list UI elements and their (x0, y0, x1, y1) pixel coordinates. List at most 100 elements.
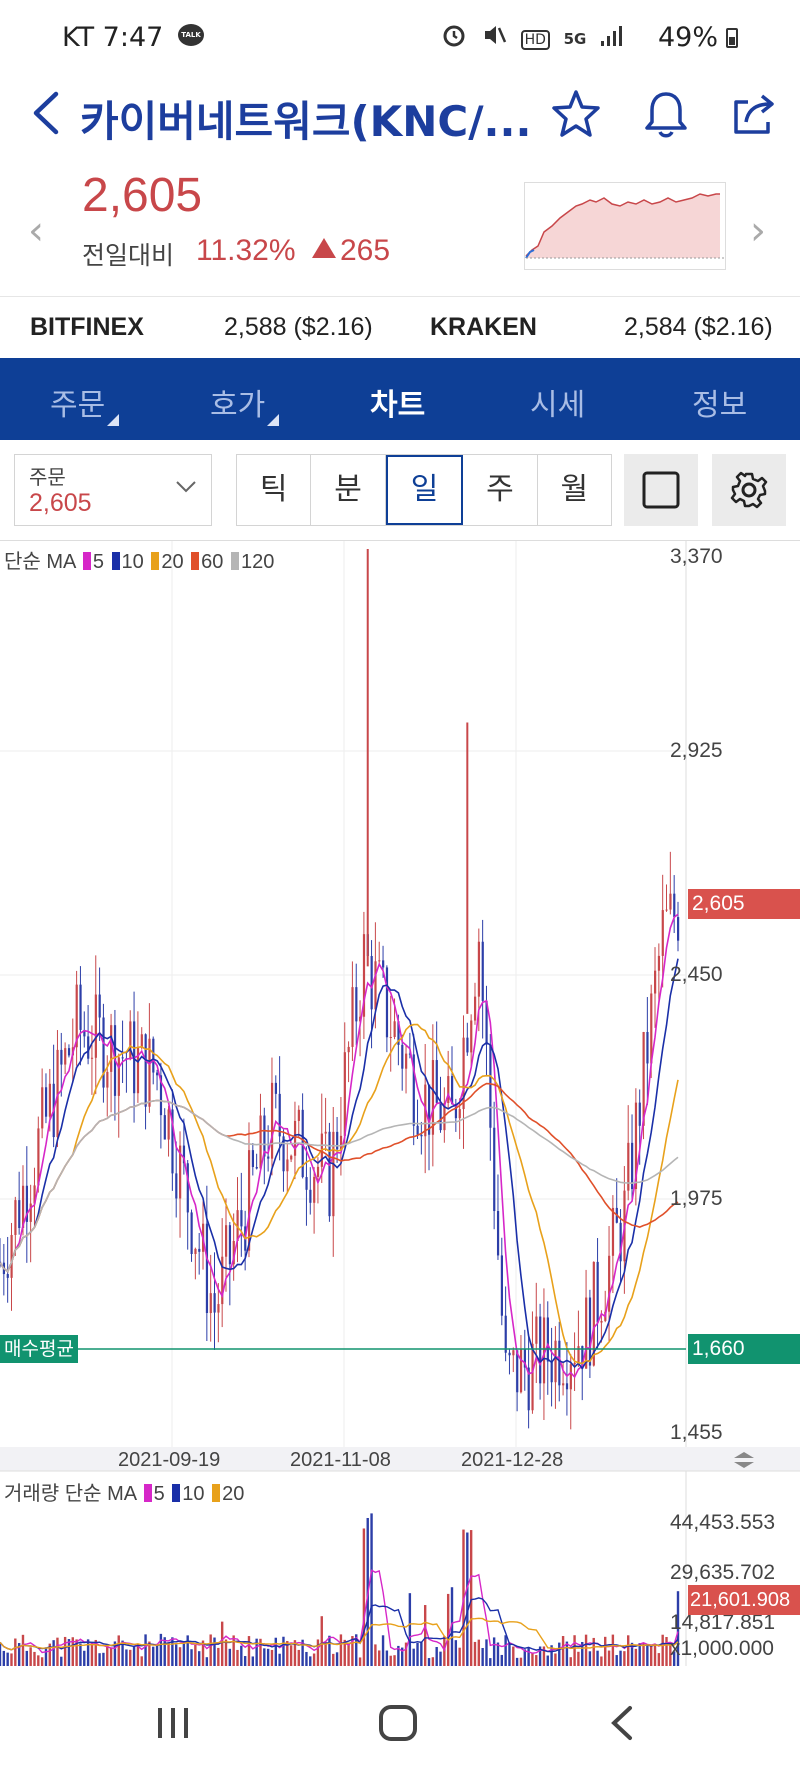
volume-bar (531, 1653, 534, 1667)
app-header: 카이버네트워크(KNC/... (0, 72, 800, 156)
volume-bar (546, 1655, 549, 1667)
back-icon[interactable] (26, 88, 66, 138)
volume-bar (623, 1651, 626, 1667)
order-label: 주문 (29, 465, 66, 489)
recent-apps-icon[interactable] (156, 1706, 192, 1740)
volume-bar (565, 1641, 569, 1667)
next-coin-icon[interactable]: › (750, 208, 766, 254)
prev-coin-icon[interactable]: ‹ (28, 208, 44, 254)
volume-bar (297, 1649, 300, 1667)
candle-body (67, 1048, 71, 1056)
quote-summary: ‹ 2,605 전일대비 11.32% 265 › (0, 156, 800, 296)
volume-bar (397, 1645, 400, 1667)
star-icon[interactable] (548, 86, 604, 142)
candle-body (351, 987, 354, 1047)
volume-bar (638, 1643, 641, 1667)
candle-body (527, 1367, 530, 1411)
volume-bar (263, 1648, 266, 1667)
prev-day-label: 전일대비 (82, 241, 175, 270)
candle-body (412, 1054, 415, 1126)
volume-bar (109, 1648, 113, 1667)
candle-body (581, 1346, 584, 1369)
candle-body (435, 1060, 438, 1103)
volume-bar (201, 1640, 205, 1667)
candle-body (489, 1044, 492, 1128)
volume-bar (619, 1650, 622, 1667)
bell-icon[interactable] (638, 86, 694, 142)
legend-ma60: 60 (201, 551, 224, 573)
volume-bar (489, 1658, 492, 1667)
volume-bar (21, 1634, 25, 1667)
volume-bar (458, 1647, 461, 1667)
volume-bar (44, 1647, 48, 1667)
period-tick[interactable]: 틱 (237, 455, 312, 525)
candle-body (382, 960, 385, 968)
period-month[interactable]: 월 (560, 472, 589, 507)
candle-body (393, 1021, 396, 1037)
y-tick: 1,455 (670, 1421, 723, 1444)
fullscreen-button[interactable] (624, 454, 698, 526)
vol-unit-label: x1,000.000 (670, 1637, 774, 1660)
volume-bar (423, 1605, 427, 1667)
candle-body (677, 917, 680, 941)
candle-body (236, 1210, 239, 1241)
share-icon[interactable] (726, 86, 782, 142)
volume-bar (255, 1638, 258, 1667)
candle-body (87, 1036, 90, 1059)
volume-bar (431, 1657, 435, 1667)
order-dropdown[interactable]: 주문 2,605 (14, 454, 212, 526)
volume-bar (607, 1650, 611, 1667)
tab-info[interactable]: 정보 (692, 388, 748, 423)
volume-bar (274, 1637, 277, 1667)
candle-body (313, 1176, 316, 1203)
chevron-down-icon (176, 481, 196, 493)
volume-bar (236, 1649, 239, 1667)
period-week[interactable]: 주 (463, 455, 538, 525)
candle-body (401, 1044, 404, 1069)
candle-body (228, 1225, 232, 1265)
volume-bar (581, 1641, 584, 1667)
candle-body (179, 1145, 182, 1199)
volume-bar (152, 1646, 155, 1667)
ma10-line (0, 958, 679, 1370)
period-minute[interactable]: 분 (311, 455, 386, 525)
tab-orderbook[interactable]: 호가 (210, 380, 280, 426)
candle-body (18, 1200, 21, 1229)
tab-market[interactable]: 시세 (530, 388, 586, 423)
resize-handle-icon[interactable] (732, 1451, 756, 1469)
candle-body (198, 1248, 201, 1252)
volume-bar (604, 1636, 607, 1667)
candle-body (33, 1185, 36, 1204)
legend-vol-ma20: 20 (222, 1483, 245, 1505)
volume-bar (378, 1650, 381, 1667)
candle-body (585, 1297, 588, 1369)
kakaotalk-icon: TALK (178, 24, 204, 46)
candle-body (451, 1076, 454, 1105)
volume-bar (343, 1639, 346, 1667)
volume-bar (370, 1513, 373, 1667)
ma5-swatch (82, 552, 91, 570)
y-tick: 2,925 (670, 739, 723, 762)
home-icon[interactable] (378, 1704, 418, 1742)
volume-bar (25, 1650, 29, 1667)
settings-button[interactable] (712, 454, 786, 526)
exchange-name: BITFINEX (30, 313, 144, 341)
volume-bar (320, 1616, 323, 1667)
candle-body (186, 1163, 189, 1213)
tab-bar: 주문 호가 차트 시세 정보 (0, 358, 800, 440)
tab-order[interactable]: 주문 (50, 380, 120, 426)
candle-body (106, 1071, 109, 1088)
price-chart[interactable]: 단순 MA 5 10 20 60 120 3,370 2,925 2,450 1… (0, 540, 800, 1667)
vol-ma5-line (0, 1569, 679, 1654)
volume-bar (550, 1645, 553, 1667)
tab-chart[interactable]: 차트 (370, 388, 426, 423)
nav-back-icon[interactable] (608, 1704, 636, 1742)
volume-bar (67, 1639, 71, 1667)
volume-bar (335, 1652, 339, 1667)
period-day[interactable]: 일 (385, 455, 464, 525)
volume-bar (523, 1649, 526, 1667)
candle-body (247, 1150, 251, 1251)
volume-bar (676, 1591, 680, 1667)
candle-body (539, 1316, 542, 1384)
candle-body (83, 1029, 86, 1037)
